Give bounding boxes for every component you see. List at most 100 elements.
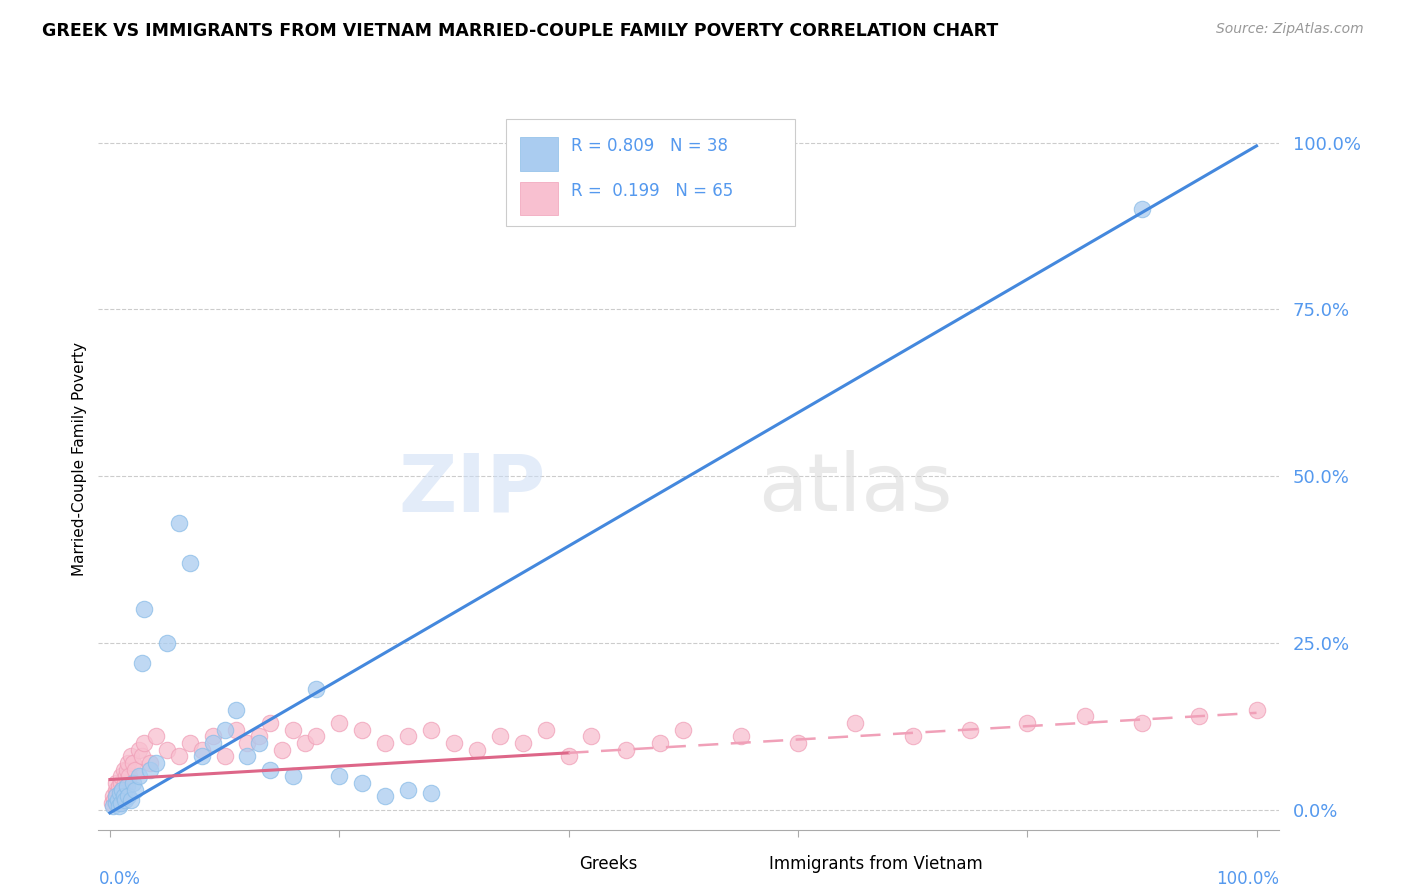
Point [305, 729, 328, 743]
Point [115, 763, 138, 777]
Point [225, 702, 247, 716]
Point [786, 736, 808, 750]
Point [236, 749, 259, 764]
Bar [541, 855, 572, 874]
Point [374, 736, 396, 750]
Text: GREEK VS IMMIGRANTS FROM VIETNAM MARRIED-COUPLE FAMILY POVERTY CORRELATION CHART: GREEK VS IMMIGRANTS FROM VIETNAM MARRIED… [42, 22, 998, 40]
Point [236, 736, 259, 750]
Point [139, 763, 162, 777]
Point [128, 742, 150, 756]
Point [121, 776, 143, 790]
Point [328, 769, 350, 783]
Point [118, 769, 141, 783]
Point [128, 769, 150, 783]
Point [124, 763, 146, 777]
Point [190, 749, 212, 764]
Point [117, 789, 139, 804]
Point [111, 782, 134, 797]
Point [1188, 709, 1211, 723]
Text: R = 0.809   N = 38: R = 0.809 N = 38 [571, 137, 728, 155]
Point [443, 736, 465, 750]
Point [730, 729, 752, 743]
Point [156, 742, 179, 756]
Text: R =  0.199   N = 65: R = 0.199 N = 65 [571, 182, 733, 200]
Point [179, 556, 201, 570]
Point [614, 742, 637, 756]
Point [396, 782, 419, 797]
Point [156, 636, 179, 650]
Point [1073, 709, 1095, 723]
Point [105, 786, 128, 800]
Text: Greeks: Greeks [579, 855, 638, 873]
Point [167, 516, 190, 530]
Point [114, 792, 136, 806]
Point [214, 749, 236, 764]
Text: 0.0%: 0.0% [98, 870, 141, 888]
Point [283, 723, 305, 737]
Point [225, 723, 247, 737]
Text: Immigrants from Vietnam: Immigrants from Vietnam [769, 855, 983, 873]
Point [120, 749, 142, 764]
Point [1130, 715, 1153, 730]
Point [352, 776, 374, 790]
Point [270, 742, 292, 756]
Point [124, 782, 146, 797]
Point [283, 769, 305, 783]
Point [103, 789, 125, 804]
Point [488, 729, 510, 743]
Point [534, 723, 557, 737]
Point [202, 736, 225, 750]
FancyBboxPatch shape [506, 119, 796, 227]
Point [328, 715, 350, 730]
Point [104, 776, 127, 790]
Point [131, 656, 153, 670]
Point [190, 742, 212, 756]
Point [420, 786, 443, 800]
Point [1246, 702, 1268, 716]
Point [134, 736, 156, 750]
Point [117, 756, 139, 770]
Point [374, 789, 396, 804]
Point [465, 742, 488, 756]
Point [1017, 715, 1039, 730]
Y-axis label: Married-Couple Family Poverty: Married-Couple Family Poverty [72, 343, 87, 576]
Point [672, 723, 695, 737]
Point [214, 723, 236, 737]
Point [557, 749, 579, 764]
Point [115, 779, 138, 793]
Point [103, 799, 125, 814]
Point [145, 756, 167, 770]
Point [134, 602, 156, 616]
Point [352, 723, 374, 737]
Bar [731, 855, 762, 874]
Point [101, 796, 124, 810]
Point [259, 763, 281, 777]
Point [179, 736, 201, 750]
Text: 100.0%: 100.0% [1216, 870, 1279, 888]
Point [247, 736, 270, 750]
Point [901, 729, 924, 743]
Point [115, 769, 138, 783]
Point [110, 796, 132, 810]
Text: Source: ZipAtlas.com: Source: ZipAtlas.com [1216, 22, 1364, 37]
Point [247, 729, 270, 743]
Point [1130, 202, 1153, 217]
Point [294, 736, 316, 750]
Point [167, 749, 190, 764]
Text: atlas: atlas [758, 450, 952, 528]
Point [110, 769, 132, 783]
Point [112, 763, 135, 777]
Point [396, 729, 419, 743]
Point [104, 782, 127, 797]
Point [305, 682, 328, 697]
Point [114, 776, 136, 790]
Point [581, 729, 603, 743]
Point [420, 723, 443, 737]
Point [104, 789, 127, 804]
Point [131, 749, 153, 764]
Text: ZIP: ZIP [398, 450, 546, 528]
Point [259, 715, 281, 730]
Point [108, 786, 131, 800]
Point [108, 779, 131, 793]
Point [844, 715, 866, 730]
